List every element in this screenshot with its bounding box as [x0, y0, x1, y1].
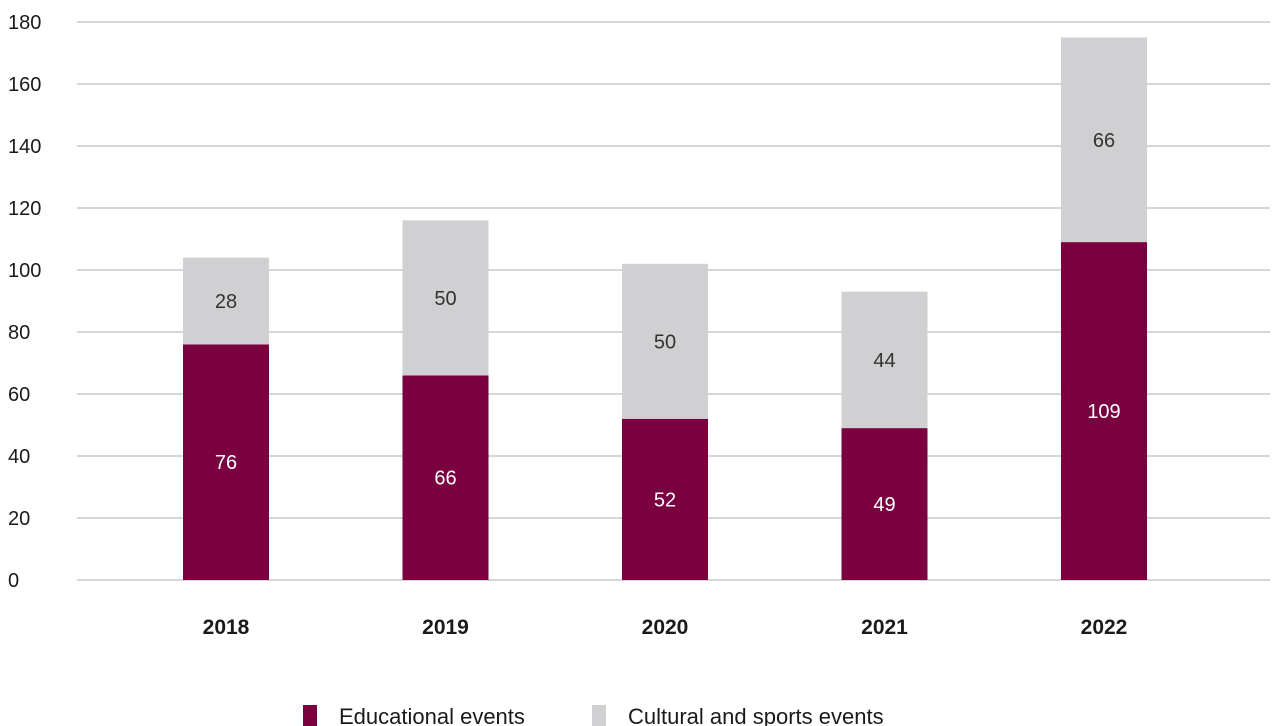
bar-segment-educational — [841, 428, 928, 580]
y-tick-label: 140 — [8, 136, 41, 158]
bar-segment-cultural-sports — [622, 263, 708, 419]
x-category-label: 2019 — [422, 616, 469, 639]
data-label: 52 — [654, 489, 676, 511]
data-label: 44 — [873, 350, 895, 372]
legend-swatch — [592, 705, 606, 726]
bar-segment-cultural-sports — [1061, 37, 1147, 243]
bar-segment-cultural-sports — [183, 257, 269, 345]
data-label: 66 — [1093, 130, 1115, 152]
x-category-label: 2018 — [203, 616, 250, 639]
data-label: 76 — [215, 452, 237, 474]
bar-segment-educational — [402, 375, 489, 580]
bar-segment-educational — [183, 344, 269, 580]
bars — [183, 37, 1147, 580]
data-label: 49 — [873, 494, 895, 516]
y-tick-label: 160 — [8, 74, 41, 96]
y-tick-label: 20 — [8, 508, 30, 530]
legend-label: Cultural and sports events — [628, 704, 884, 726]
y-tick-label: 60 — [8, 384, 30, 406]
data-labels: 76 28 66 50 52 50 49 44 109 66 — [215, 130, 1121, 516]
x-category-label: 2020 — [642, 616, 689, 639]
bar-segment-cultural-sports — [841, 291, 928, 429]
y-tick-label: 0 — [8, 570, 19, 592]
y-tick-label: 40 — [8, 446, 30, 468]
data-label: 50 — [434, 288, 456, 310]
y-tick-label: 80 — [8, 322, 30, 344]
legend-label: Educational events — [339, 704, 525, 726]
bar-segment-cultural-sports — [402, 220, 489, 376]
data-label: 109 — [1087, 401, 1120, 423]
bar-segment-educational — [622, 418, 708, 580]
y-tick-label: 180 — [8, 12, 41, 34]
data-label: 50 — [654, 331, 676, 353]
x-category-label: 2021 — [861, 616, 908, 639]
y-tick-label: 120 — [8, 198, 41, 220]
bar-segment-educational — [1061, 242, 1147, 580]
x-category-label: 2022 — [1081, 616, 1128, 639]
data-label: 66 — [434, 468, 456, 490]
y-tick-label: 100 — [8, 260, 41, 282]
data-label: 28 — [215, 291, 237, 313]
legend-swatch — [303, 705, 317, 726]
x-axis-categories: 2018 2019 2020 2021 2022 — [203, 616, 1128, 639]
legend: Educational events Cultural and sports ev… — [303, 704, 884, 726]
y-axis-ticks: 0 20 40 60 80 100 120 140 160 180 — [8, 12, 41, 592]
